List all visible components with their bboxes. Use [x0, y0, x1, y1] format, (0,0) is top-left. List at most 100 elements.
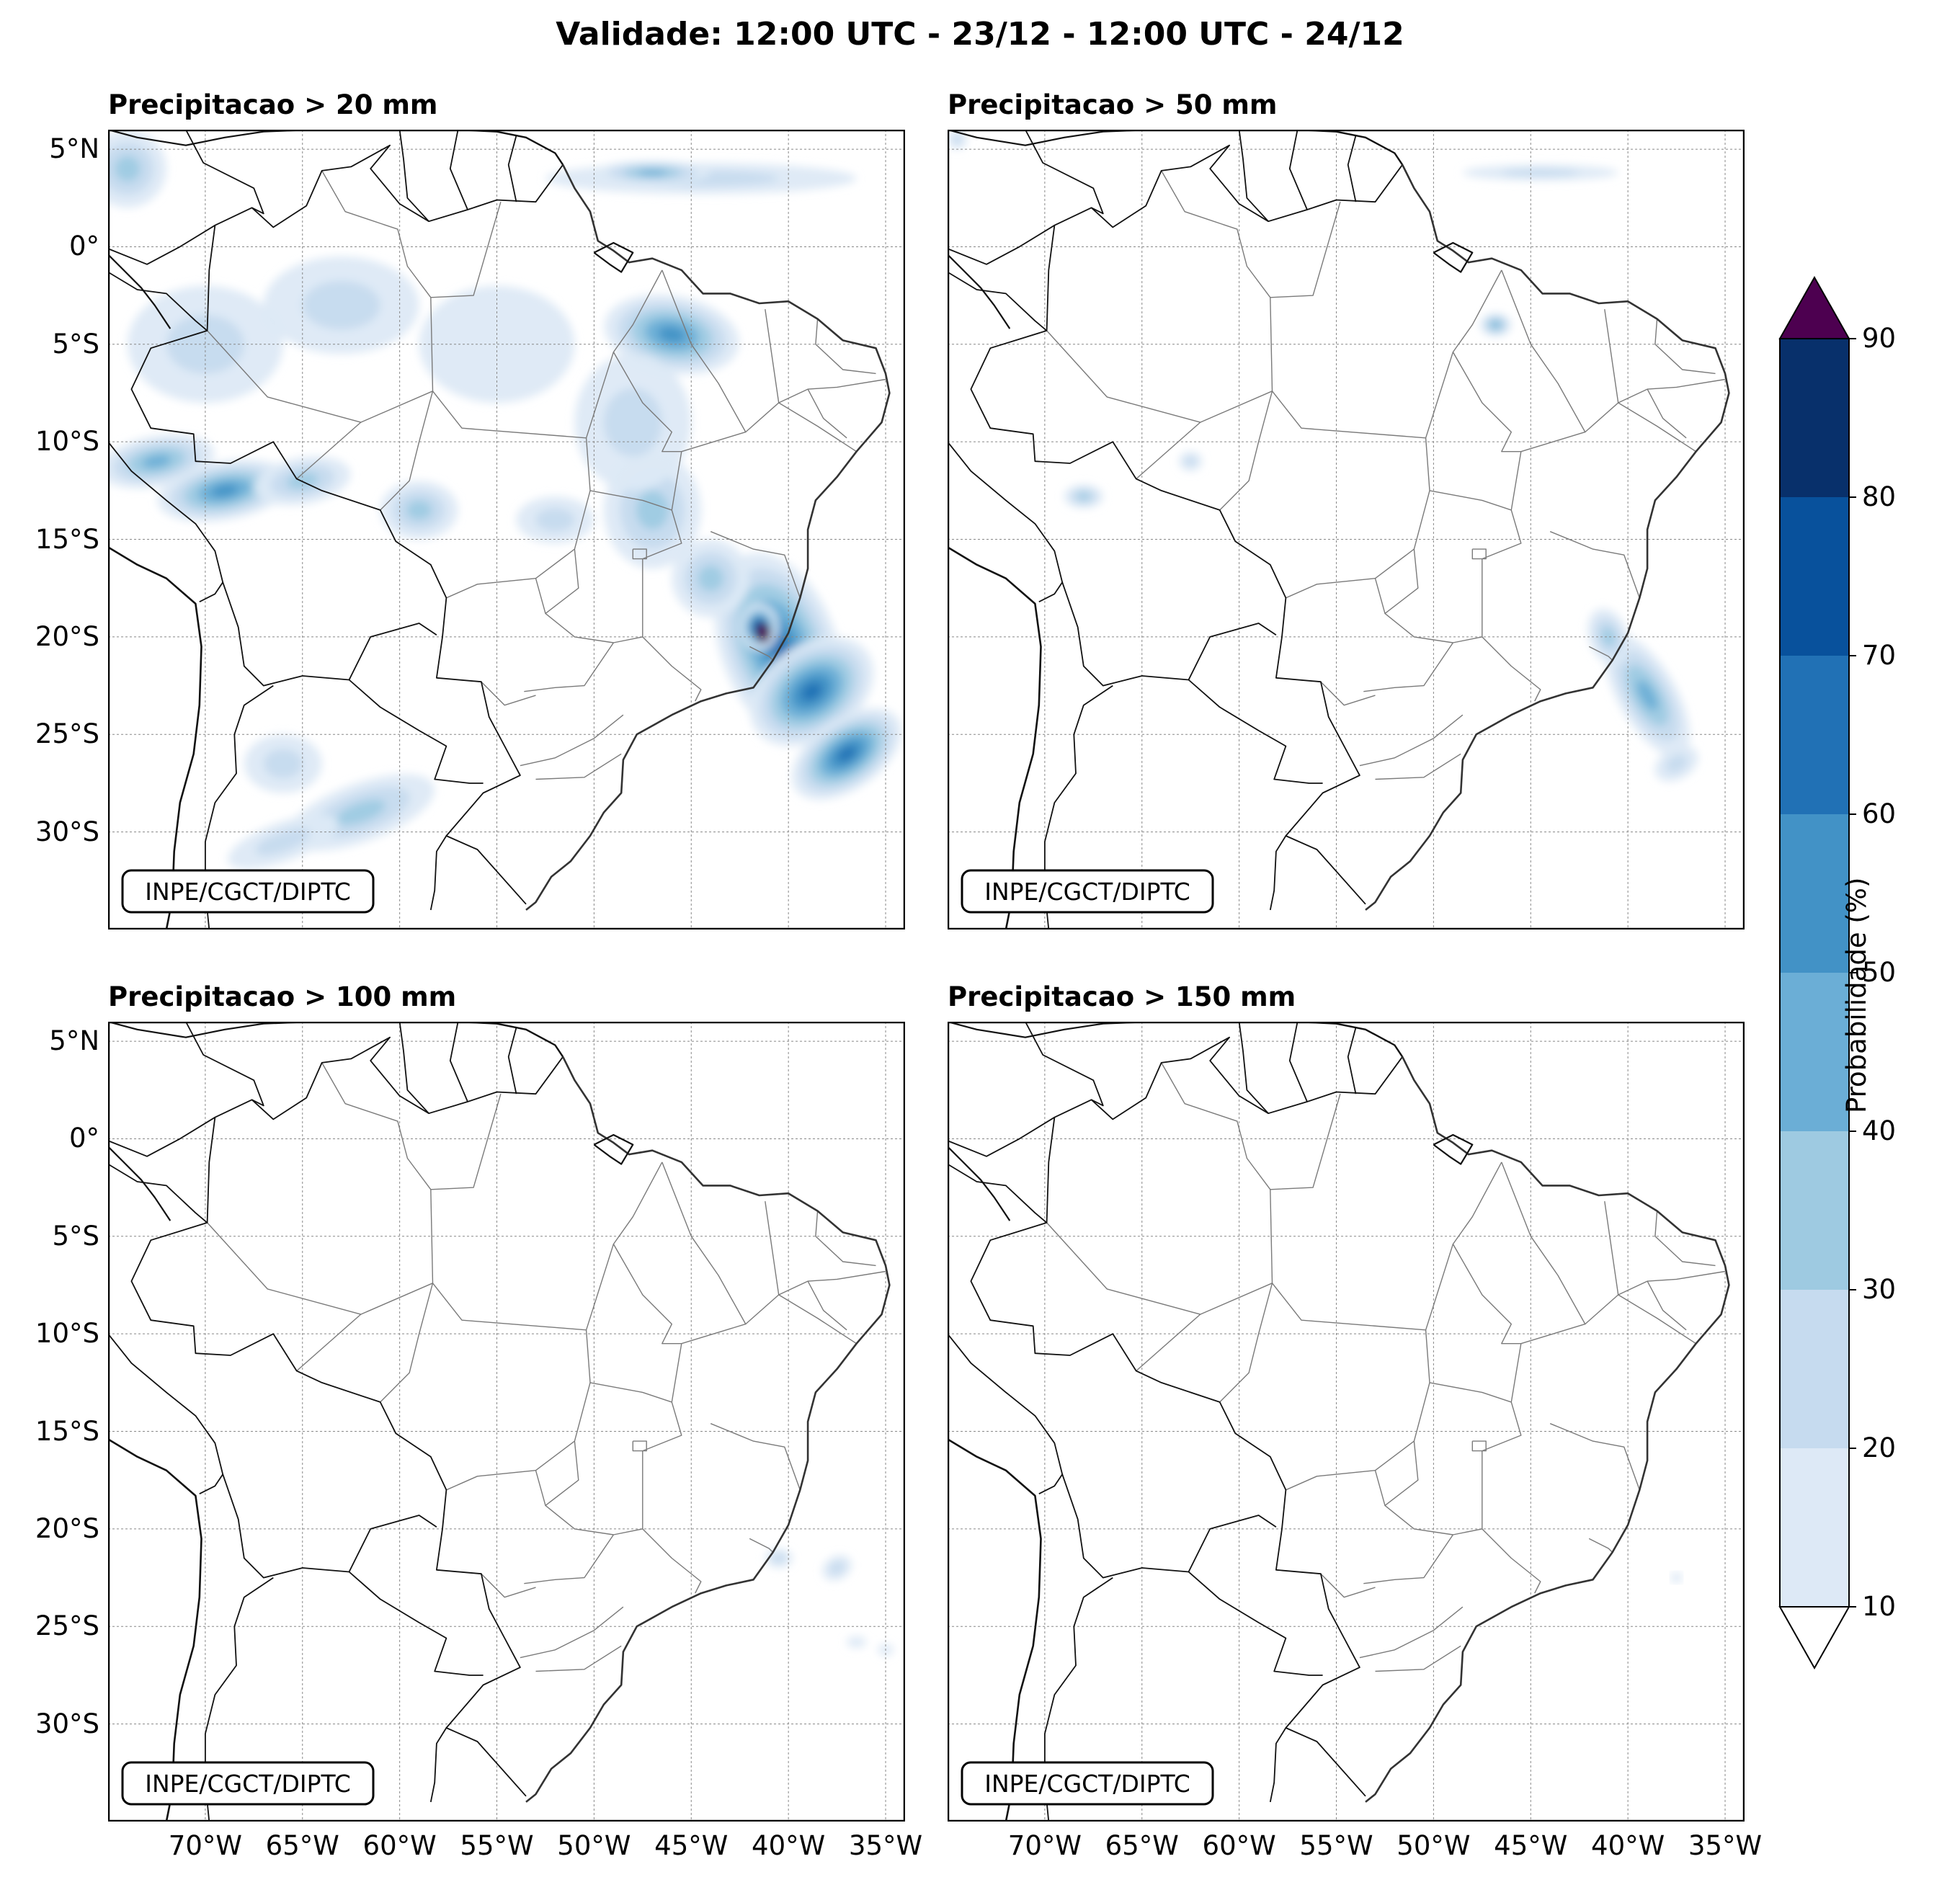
probability-contour: [952, 134, 963, 145]
lat-tick-label: 5°N: [49, 133, 99, 165]
country-border: [948, 1163, 1048, 1223]
state-border: [1482, 1528, 1541, 1594]
colorbar-tick-mark: [1849, 655, 1856, 656]
country-border: [1288, 1022, 1308, 1102]
state-border: [710, 531, 801, 599]
lat-tick-label: 15°S: [35, 523, 99, 555]
lat-tick-label: 10°S: [35, 426, 99, 458]
lat-tick-label: 20°S: [35, 620, 99, 652]
credit-label: INPE/CGCT/DIPTC: [145, 1770, 351, 1798]
coastline: [525, 1056, 891, 1803]
coastline: [399, 1022, 564, 1058]
state-border: [1363, 1534, 1453, 1584]
lon-tick-label: 45°W: [1494, 1830, 1568, 1861]
state-border: [1520, 431, 1586, 452]
probability-contour: [1492, 321, 1500, 328]
state-border: [807, 388, 847, 439]
coastline: [1365, 164, 1730, 911]
state-border: [1618, 1270, 1726, 1296]
probability-contour: [255, 828, 311, 855]
state-border: [1654, 1211, 1716, 1267]
state-border: [1482, 636, 1541, 702]
state-border: [1384, 1504, 1482, 1535]
lat-tick-label: 20°S: [35, 1512, 99, 1544]
state-border: [380, 391, 434, 511]
state-border: [1501, 269, 1619, 433]
colorbar-segment: [1780, 1448, 1849, 1608]
colorbar-tick-mark: [1849, 972, 1856, 973]
colorbar-segment: [1780, 814, 1849, 973]
state-border: [1320, 1573, 1376, 1598]
coastline: [948, 130, 1152, 146]
country-border: [948, 1116, 1055, 1157]
state-border: [430, 202, 502, 391]
country-border: [1238, 1022, 1269, 1114]
credit-label: INPE/CGCT/DIPTC: [145, 878, 351, 906]
lon-tick-label: 35°W: [848, 1830, 923, 1861]
country-border: [948, 224, 1055, 265]
credit-label: INPE/CGCT/DIPTC: [984, 878, 1190, 906]
state-border: [296, 422, 362, 480]
state-border: [1286, 1329, 1430, 1507]
gridlines: [948, 130, 1745, 929]
map-panel: INPE/CGCT/DIPTC: [108, 1022, 905, 1822]
coastline: [525, 164, 891, 911]
panel-title: Precipitacao > 100 mm: [108, 981, 457, 1012]
state-border: [1501, 1162, 1619, 1325]
gridlines: [948, 1022, 1745, 1822]
state-border: [524, 1534, 614, 1584]
probability-contour: [638, 169, 667, 176]
state-border: [1452, 1244, 1522, 1403]
state-border: [481, 681, 536, 706]
state-border: [585, 269, 663, 439]
map-panel: INPE/CGCT/DIPTC: [948, 1022, 1745, 1822]
colorbar-tick-mark: [1849, 1448, 1856, 1449]
probability-contour: [1670, 1571, 1683, 1584]
probability-contour: [1501, 169, 1580, 177]
colorbar-tick-mark: [1849, 1606, 1856, 1608]
colorbar-tick-mark: [1849, 813, 1856, 815]
panel-title: Precipitacao > 150 mm: [948, 981, 1296, 1012]
country-border: [222, 581, 437, 687]
colorbar-segment: [1780, 497, 1849, 656]
state-border: [662, 1162, 780, 1325]
lat-tick-label: 30°S: [35, 816, 99, 847]
state-border: [1618, 402, 1696, 452]
country-border: [108, 1333, 224, 1495]
probability-contour: [837, 746, 856, 762]
colorbar-segment: [1780, 339, 1849, 498]
map-frame: [108, 1022, 905, 1822]
coastline: [948, 546, 1042, 929]
country-border: [130, 1036, 564, 1797]
state-border: [1618, 1294, 1696, 1345]
coastline: [108, 254, 172, 329]
country-border: [948, 441, 1064, 603]
country-border: [1061, 581, 1277, 687]
state-border: [1375, 1645, 1461, 1672]
probability-contour: [698, 565, 724, 592]
colorbar-tick-label: 10: [1862, 1591, 1897, 1622]
gridlines: [108, 130, 905, 929]
state-border: [1520, 1323, 1586, 1345]
country-border: [1269, 1727, 1287, 1803]
probability-contour: [302, 280, 380, 330]
country-border: [948, 271, 1048, 331]
state-border: [815, 1211, 876, 1267]
colorbar-tick-label: 50: [1862, 957, 1897, 988]
lon-tick-label: 70°W: [168, 1830, 242, 1861]
colorbar-tick-label: 20: [1862, 1432, 1897, 1463]
state-border: [321, 1062, 432, 1190]
probability-contour: [535, 508, 575, 532]
coastline: [593, 1133, 634, 1165]
state-border: [1588, 646, 1613, 661]
probability-contour: [114, 156, 141, 182]
state-border: [1359, 714, 1464, 767]
lon-tick-label: 65°W: [265, 1830, 339, 1861]
country-border: [185, 1022, 264, 1107]
coastline: [948, 1438, 1042, 1822]
coastline: [108, 1146, 172, 1221]
probability-contour: [1665, 754, 1688, 773]
state-border: [589, 1382, 682, 1529]
state-border: [1375, 753, 1461, 780]
state-border: [1046, 1222, 1426, 1331]
